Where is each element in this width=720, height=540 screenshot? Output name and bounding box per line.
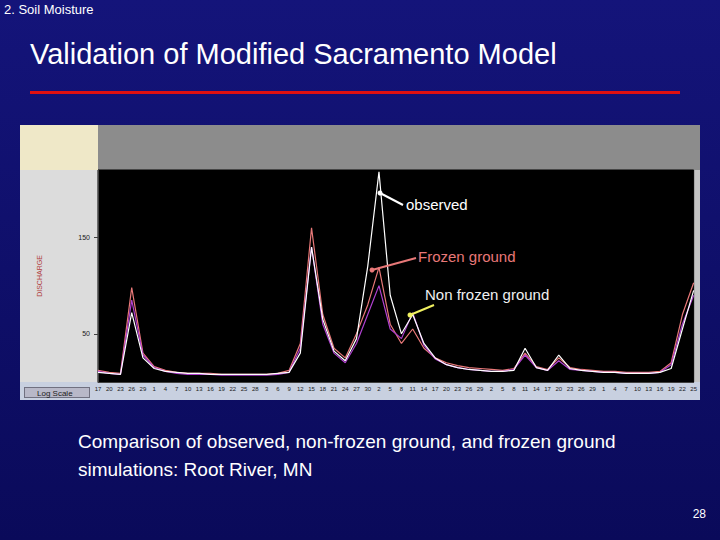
svg-text:17: 17 [544, 386, 551, 392]
html-text:Comparison of observed, non-fr: Comparison of observed, non-frozen groun… [78, 431, 616, 480]
svg-text:3: 3 [265, 386, 269, 392]
svg-text:Non frozen ground: Non frozen ground [425, 286, 549, 303]
svg-text:12: 12 [297, 386, 304, 392]
svg-text:10: 10 [185, 386, 192, 392]
svg-text:4: 4 [613, 386, 617, 392]
svg-text:15: 15 [308, 386, 315, 392]
svg-text:30: 30 [364, 386, 371, 392]
svg-text:150: 150 [78, 234, 90, 241]
svg-text:14: 14 [421, 386, 428, 392]
svg-text:16: 16 [207, 386, 214, 392]
svg-text:4: 4 [164, 386, 168, 392]
svg-text:25: 25 [241, 386, 248, 392]
svg-text:5: 5 [389, 386, 393, 392]
svg-text:2: 2 [490, 386, 494, 392]
svg-text:11: 11 [410, 386, 417, 392]
svg-text:17: 17 [95, 386, 102, 392]
svg-text:17: 17 [432, 386, 439, 392]
svg-text:10: 10 [634, 386, 641, 392]
svg-text:20: 20 [555, 386, 562, 392]
svg-text:14: 14 [533, 386, 540, 392]
svg-text:21: 21 [331, 386, 338, 392]
svg-text:Frozen ground: Frozen ground [418, 248, 516, 265]
svg-text:27: 27 [353, 386, 360, 392]
svg-text:24: 24 [342, 386, 349, 392]
svg-text:29: 29 [477, 386, 484, 392]
svg-text:20: 20 [106, 386, 113, 392]
svg-text:5: 5 [501, 386, 505, 392]
svg-text:8: 8 [512, 386, 516, 392]
html-text:2. Soil Moisture: 2. Soil Moisture [4, 2, 94, 17]
html-text:Log Scale: Log Scale [37, 389, 73, 398]
svg-text:8: 8 [400, 386, 404, 392]
svg-text:6: 6 [276, 386, 280, 392]
svg-text:7: 7 [625, 386, 629, 392]
svg-text:9: 9 [287, 386, 291, 392]
svg-text:13: 13 [196, 386, 203, 392]
svg-text:19: 19 [218, 386, 225, 392]
svg-text:29: 29 [140, 386, 147, 392]
svg-text:26: 26 [128, 386, 135, 392]
svg-text:22: 22 [230, 386, 237, 392]
svg-text:1: 1 [602, 386, 606, 392]
svg-text:11: 11 [522, 386, 529, 392]
svg-text:25: 25 [690, 386, 697, 392]
svg-text:50: 50 [82, 330, 90, 337]
svg-text:23: 23 [117, 386, 124, 392]
svg-text:7: 7 [175, 386, 179, 392]
svg-text:22: 22 [679, 386, 686, 392]
svg-text:23: 23 [567, 386, 574, 392]
html-text:Validation of Modified Sacrame: Validation of Modified Sacramento Model [30, 38, 557, 70]
svg-text:26: 26 [466, 386, 473, 392]
svg-text:DISCHARGE: DISCHARGE [36, 255, 43, 297]
svg-text:23: 23 [454, 386, 461, 392]
svg-text:1: 1 [153, 386, 157, 392]
svg-text:26: 26 [578, 386, 585, 392]
svg-text:19: 19 [668, 386, 675, 392]
svg-text:20: 20 [443, 386, 450, 392]
svg-text:13: 13 [645, 386, 652, 392]
svg-text:29: 29 [589, 386, 596, 392]
html-text:28: 28 [692, 507, 706, 521]
svg-text:2: 2 [377, 386, 381, 392]
svg-text:18: 18 [319, 386, 326, 392]
svg-text:observed: observed [406, 196, 468, 213]
svg-text:16: 16 [657, 386, 664, 392]
svg-text:28: 28 [252, 386, 259, 392]
